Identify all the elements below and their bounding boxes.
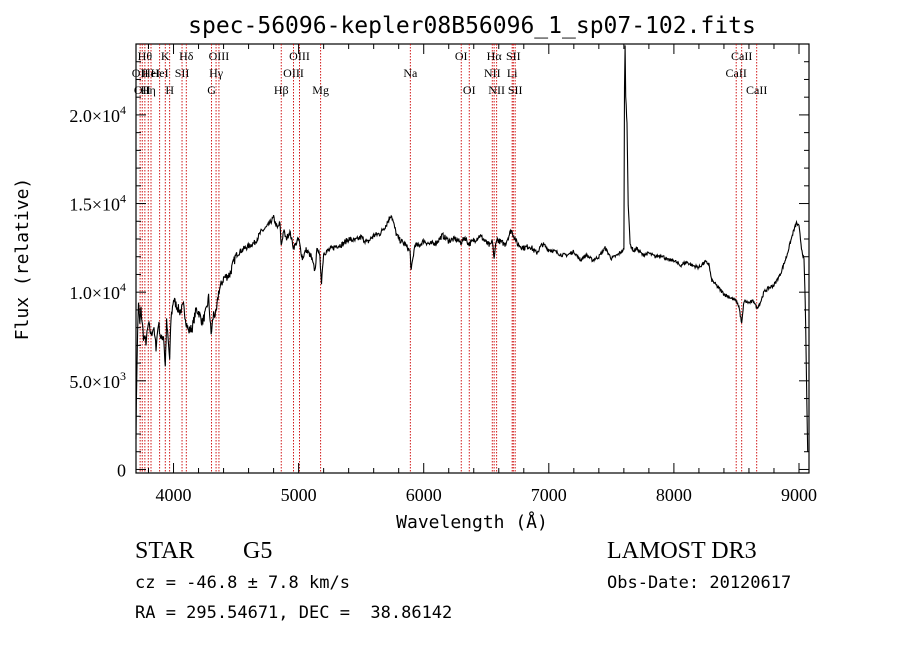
- spectral-line-label: OI: [463, 83, 476, 97]
- spectral-line-label: NII: [484, 66, 501, 80]
- spectral-line-label: Hα: [487, 49, 503, 63]
- spectral-line-label: CaII: [726, 66, 747, 80]
- spectral-line-label: Mg: [312, 83, 329, 97]
- x-tick-label: 7000: [531, 485, 567, 505]
- spectral-line-label: SII: [175, 66, 190, 80]
- spectral-line-label: CaII: [746, 83, 767, 97]
- spectral-line-label: K: [161, 49, 170, 63]
- y-tick-mantissa: 5.0×10: [69, 372, 120, 392]
- spectral-line-labels: OIIOIIHθHηHeIHeIKHSIIHδGHγOIIIHβOIIIOIII…: [132, 49, 768, 97]
- y-tick-label: 2.0×104: [69, 103, 126, 126]
- spectral-line-label: H: [165, 83, 174, 97]
- y-tick-exponent: 4: [120, 192, 126, 206]
- x-tick-label: 5000: [281, 485, 317, 505]
- y-tick-label: 5.0×103: [69, 369, 126, 392]
- spectral-line-label: OIII: [283, 66, 304, 80]
- y-tick-exponent: 4: [120, 280, 126, 294]
- spectral-line-label: CaII: [731, 49, 752, 63]
- spectral-line-label: Li: [507, 66, 518, 80]
- spectral-line-label: Hη: [141, 83, 156, 97]
- x-tick-label: 8000: [656, 485, 692, 505]
- spectral-line-label: OI: [455, 49, 468, 63]
- y-tick-exponent: 3: [120, 369, 126, 383]
- velocity-readout: cz = -46.8 ± 7.8 km/s: [135, 573, 350, 593]
- x-tick-label: 9000: [781, 485, 817, 505]
- x-axis-label: Wavelength (Å): [396, 511, 548, 533]
- spectral-line-label: SII: [506, 49, 521, 63]
- spectral-line-label: Hβ: [274, 83, 289, 97]
- spectral-line-label: Hδ: [179, 49, 194, 63]
- spectral-line-label: OII: [134, 83, 151, 97]
- y-tick-mantissa: 1.0×10: [69, 283, 120, 303]
- spectral-line-label: HeI: [142, 66, 160, 80]
- spectral-line-label: Na: [403, 66, 418, 80]
- object-subclass: G5: [243, 538, 273, 564]
- spectrum-line: [135, 45, 809, 452]
- spectral-line-label: Hγ: [209, 66, 224, 80]
- spectral-line-label: HeI: [151, 66, 169, 80]
- spectral-line-label: OIII: [289, 49, 310, 63]
- spectral-line-label: SII: [508, 83, 523, 97]
- y-tick-mantissa: 1.5×10: [69, 195, 120, 215]
- coordinates-readout: RA = 295.54671, DEC = 38.86142: [135, 603, 453, 623]
- spectral-line-label: OII: [132, 66, 149, 80]
- spectral-line-label: Hθ: [138, 49, 153, 63]
- spectral-line-label: G: [207, 83, 216, 97]
- y-tick-mantissa: 2.0×10: [69, 106, 120, 126]
- spectral-line-label: OIII: [209, 49, 230, 63]
- x-tick-label: 4000: [156, 485, 192, 505]
- plot-frame: [135, 43, 810, 474]
- y-tick-label: 1.5×104: [69, 192, 126, 215]
- y-tick-exponent: 4: [120, 103, 126, 117]
- obs-date: Obs-Date: 20120617: [607, 573, 792, 593]
- y-axis-label: Flux (relative): [12, 178, 33, 341]
- x-axis-ticks: 4000 5000 6000 7000 8000 9000: [148, 44, 817, 505]
- spectral-line-markers: [139, 44, 758, 473]
- y-tick-label: 0: [117, 460, 126, 480]
- y-tick-label: 1.0×104: [69, 280, 126, 303]
- x-tick-label: 6000: [406, 485, 442, 505]
- object-class: STAR: [135, 538, 195, 564]
- spectral-line-label: NII: [488, 83, 505, 97]
- y-tick-mantissa: 0: [117, 460, 126, 480]
- survey-name: LAMOST DR3: [607, 538, 757, 564]
- chart-title: spec-56096-kepler08B56096_1_sp07-102.fit…: [188, 13, 756, 39]
